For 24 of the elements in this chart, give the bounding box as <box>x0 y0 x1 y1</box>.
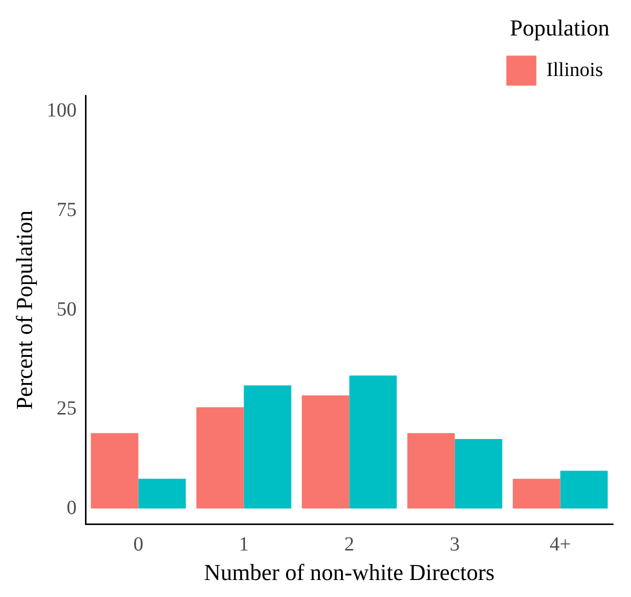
legend-title: Population <box>510 16 610 41</box>
bar <box>302 395 350 509</box>
y-tick-label: 0 <box>66 496 77 519</box>
x-tick-label: 3 <box>450 534 460 556</box>
x-tick-label: 0 <box>133 534 144 556</box>
bar <box>454 439 502 509</box>
x-axis-title: Number of non-white Directors <box>204 560 495 586</box>
y-tick-label: 100 <box>46 100 77 122</box>
legend-label: Illinois <box>546 58 604 81</box>
x-tick-label: 2 <box>344 534 354 556</box>
bar <box>196 407 244 509</box>
y-axis-title: Percent of Population <box>12 210 37 410</box>
bar <box>349 376 397 509</box>
y-tick-label: 75 <box>56 198 77 221</box>
y-tick-label: 25 <box>56 398 77 420</box>
bar <box>90 433 138 509</box>
x-tick-label: 1 <box>238 534 249 556</box>
bar <box>512 478 560 509</box>
bar <box>244 385 292 509</box>
bar <box>138 478 186 509</box>
bar <box>407 433 455 509</box>
x-tick-label: 4+ <box>550 534 571 556</box>
bar <box>560 470 608 509</box>
y-tick-label: 50 <box>56 298 77 320</box>
